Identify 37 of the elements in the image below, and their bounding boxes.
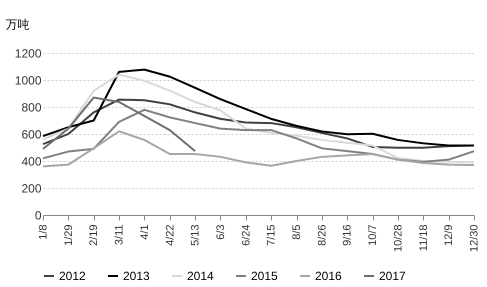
y-tick-label: 400	[21, 154, 42, 168]
x-tick-label: 12/9	[443, 224, 456, 246]
y-axis-title: 万吨	[6, 18, 30, 32]
legend-label: 2017	[379, 269, 406, 283]
x-tick-label: 11/18	[418, 224, 430, 252]
y-tick-label: 1200	[14, 46, 42, 60]
x-tick-label: 1/8	[38, 224, 50, 240]
y-tick-label: 1000	[14, 74, 42, 88]
x-tick-label: 10/28	[392, 224, 404, 252]
x-tick-label: 12/30	[468, 224, 480, 252]
x-tick-label: 4/1	[138, 224, 151, 240]
line-series	[42, 68, 475, 146]
x-tick-label: 6/3	[214, 224, 227, 240]
legend-label: 2016	[315, 269, 342, 283]
line-series	[42, 130, 475, 168]
y-tick-label: 200	[21, 182, 42, 196]
y-tick-label: 600	[21, 128, 42, 142]
legend-label: 2013	[123, 269, 150, 283]
x-tick-label: 6/24	[240, 224, 252, 246]
x-tick-label: 1/29	[62, 224, 75, 246]
legend-label: 2012	[59, 269, 86, 283]
line-series	[42, 108, 475, 163]
x-tick-label: 2/19	[88, 224, 100, 246]
legend-label: 2015	[251, 269, 278, 283]
line-series	[42, 74, 475, 164]
x-tick-label: 4/22	[164, 224, 176, 246]
legend-label: 2014	[187, 269, 214, 283]
line-series	[42, 96, 196, 152]
x-tick-label: 8/5	[291, 224, 304, 240]
x-tick-label: 5/13	[190, 224, 202, 246]
x-tick-label: 7/15	[266, 224, 278, 246]
x-tick-label: 3/11	[114, 224, 126, 246]
y-tick-label: 0	[34, 208, 42, 222]
x-tick-label: 10/7	[367, 224, 380, 246]
x-tick-label: 9/16	[342, 224, 354, 246]
x-tick-label: 8/26	[316, 224, 328, 246]
y-tick-label: 800	[21, 100, 42, 114]
